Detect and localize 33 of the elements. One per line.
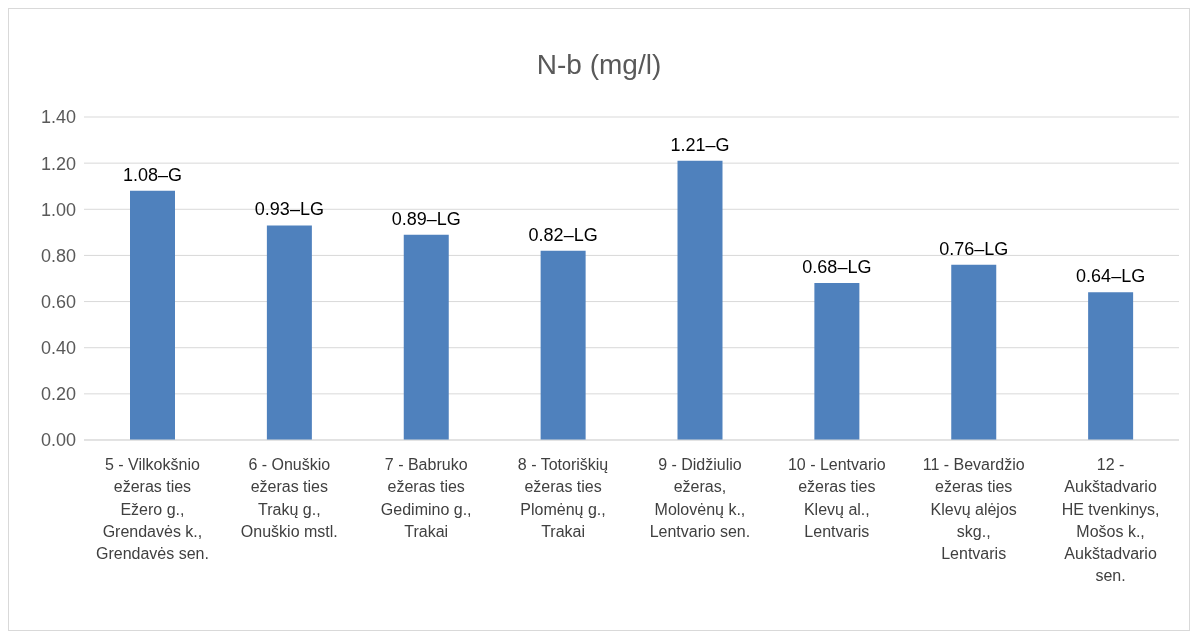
- x-tick-label: 6 - Onuškio ežeras ties Trakų g., Onuškio mstl.: [240, 456, 338, 540]
- x-tick-label: 9 - Didžiulio ežeras, Molovėnų k., Lentvario sen.: [649, 456, 751, 540]
- data-label: 0.93–LG: [254, 199, 324, 220]
- bar: [403, 234, 449, 440]
- y-tick-label: 1.40: [40, 107, 76, 128]
- bar: [130, 190, 175, 440]
- data-label: 1.21–G: [670, 134, 730, 155]
- x-tick-label: 10 - Lentvario ežeras ties Klevų al., Lentvaris: [787, 456, 886, 540]
- x-tick-label: 11 - Bevardžio ežeras ties Klevų alėjos skg., Lentvaris: [922, 456, 1025, 562]
- y-tick-label: 0.20: [40, 384, 76, 405]
- y-tick-label: 1.20: [40, 153, 76, 174]
- bar: [677, 160, 723, 440]
- y-tick-label: 0.40: [40, 338, 76, 359]
- chart-title: N-b (mg/l): [535, 49, 663, 82]
- bar: [951, 264, 997, 440]
- data-label: 0.82–LG: [528, 224, 598, 245]
- data-label: 1.08–G: [122, 164, 183, 185]
- bar: [1088, 292, 1134, 440]
- x-tick-label: 8 - Totoriškių ežeras ties Plomėnų g., Trakai: [517, 456, 609, 540]
- x-tick-label: 7 - Babruko ežeras ties Gedimino g., Trakai: [380, 456, 472, 540]
- y-tick-label: 0.00: [40, 430, 76, 451]
- bar: [814, 283, 860, 440]
- bar: [540, 250, 586, 440]
- x-tick-label: 12 - Aukštadvario HE tvenkinys, Mošos k., Aukštadvario sen.: [1061, 456, 1160, 584]
- data-label: 0.64–LG: [1076, 266, 1146, 287]
- data-label: 0.68–LG: [802, 257, 872, 278]
- y-tick-label: 1.00: [40, 199, 76, 220]
- y-tick-label: 0.60: [40, 291, 76, 312]
- y-tick-label: 0.80: [40, 245, 76, 266]
- bar: [266, 225, 312, 440]
- data-label: 0.89–LG: [391, 208, 461, 229]
- data-label: 0.76–LG: [939, 238, 1009, 259]
- x-tick-label: 5 - Vilkokšnio ežeras ties Ežero g., Grendavės k., Grendavės sen.: [95, 456, 209, 562]
